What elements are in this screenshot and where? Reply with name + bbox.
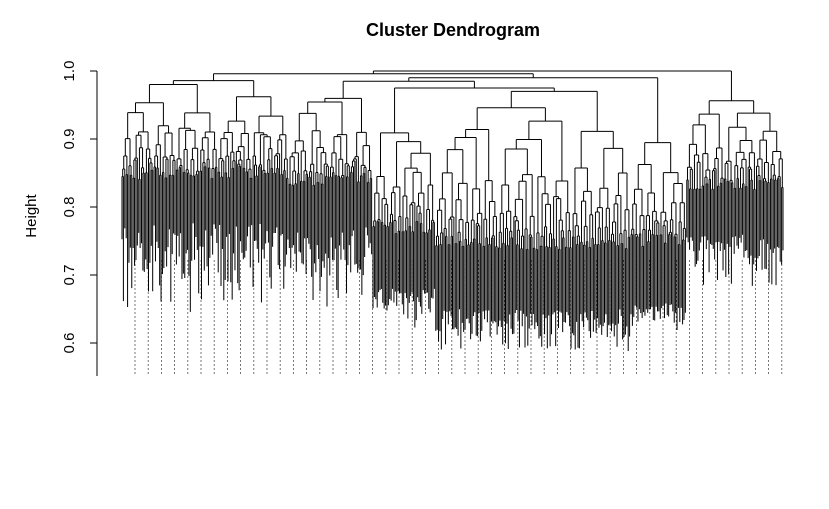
- y-axis-label: Height: [23, 193, 40, 237]
- dendrogram-tree: [121, 70, 784, 351]
- y-tick-label: 0.7: [61, 265, 78, 286]
- y-tick-label: 1.0: [61, 61, 78, 82]
- y-tick-label: 0.6: [61, 333, 78, 354]
- y-tick-label: 0.9: [61, 129, 78, 150]
- y-tick-label: 0.8: [61, 197, 78, 218]
- chart-title: Cluster Dendrogram: [366, 20, 540, 40]
- dendrogram-branches: [121, 70, 784, 351]
- y-axis: 0.6 0.7 0.8 0.9 1.0: [61, 61, 98, 376]
